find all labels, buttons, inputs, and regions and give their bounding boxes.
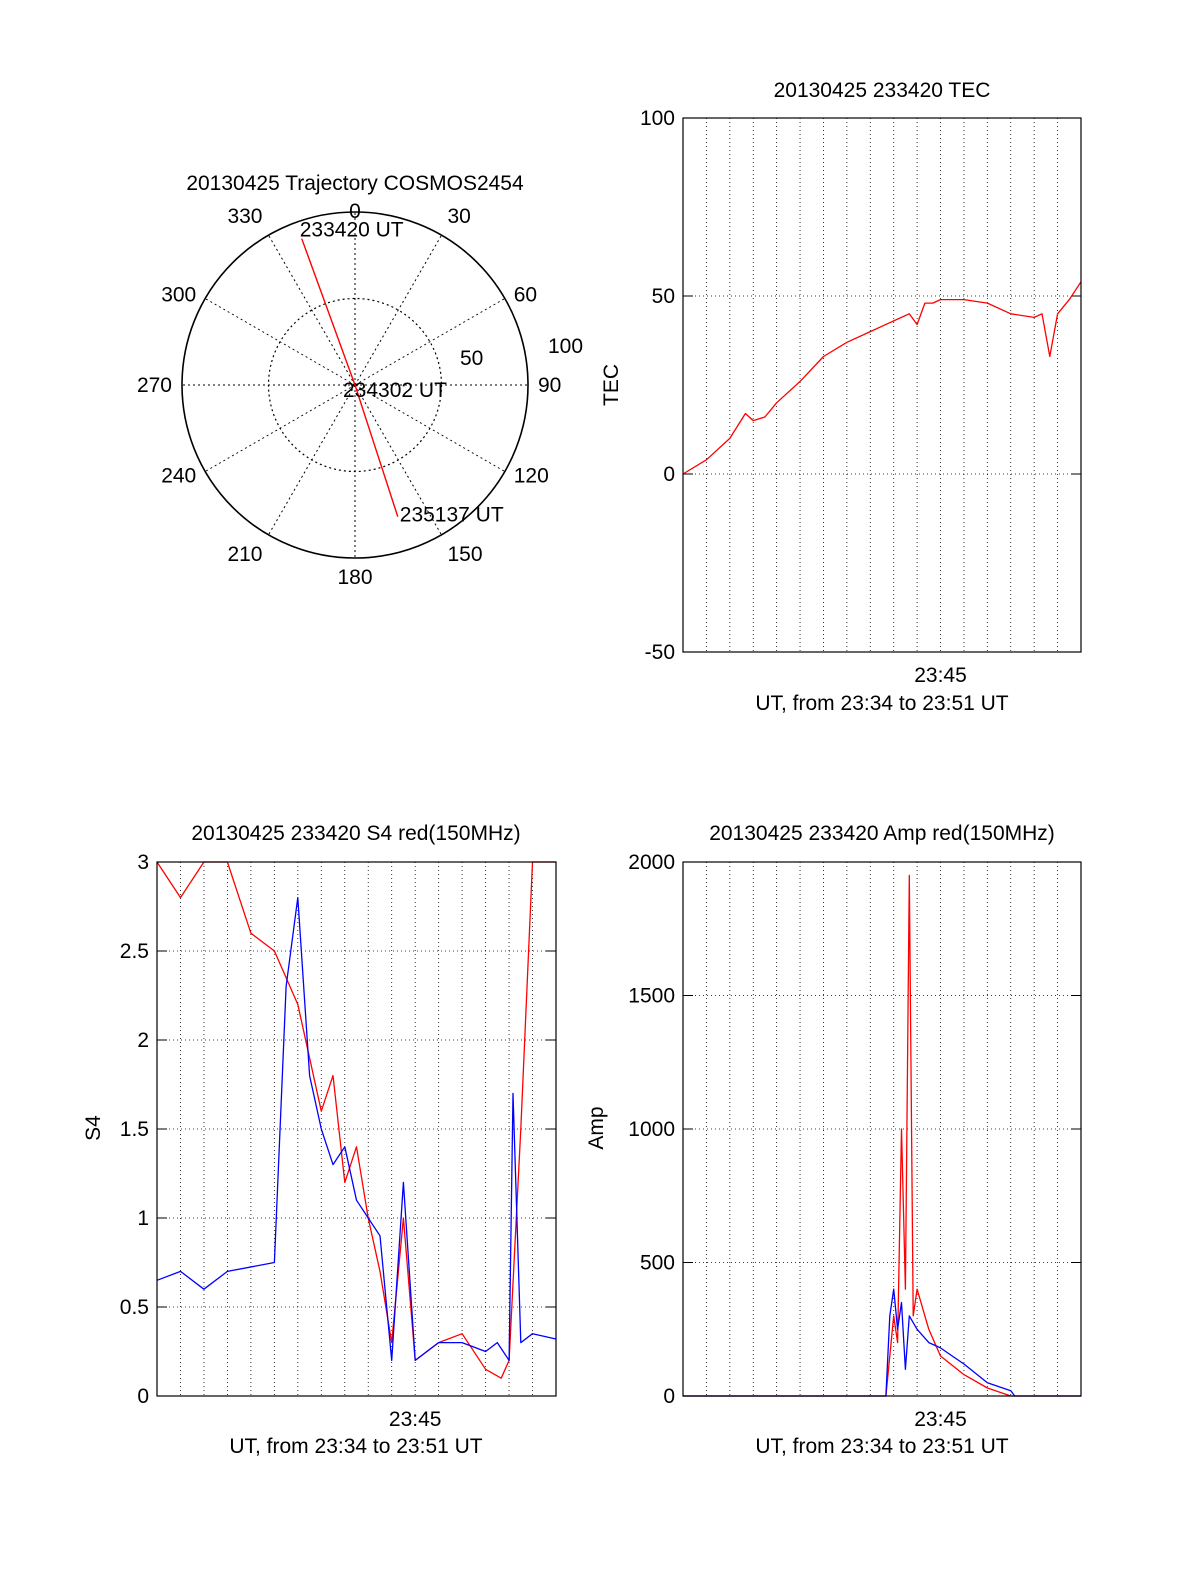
x-tick-label: 23:45	[389, 1408, 442, 1431]
s4-chart: 20130425 233420 S4 red(150MHz) S4 UT, fr…	[82, 822, 557, 1458]
y-tick-label: 1.5	[120, 1118, 149, 1141]
y-tick-label: 1	[137, 1207, 149, 1230]
series-line	[156, 861, 556, 1379]
polar-angle-label: 90	[538, 374, 561, 397]
series-line	[683, 1288, 1081, 1397]
y-tick-label: 500	[640, 1252, 675, 1275]
polar-angle-label: 330	[227, 205, 262, 228]
trajectory-time-label: 235137 UT	[400, 504, 504, 527]
series-line	[682, 281, 1082, 475]
y-tick-label: 100	[640, 107, 675, 130]
polar-angle-label: 0	[349, 200, 361, 223]
s4-xlabel: UT, from 23:34 to 23:51 UT	[229, 1435, 482, 1458]
y-tick-label: 1500	[628, 985, 675, 1008]
tec-ylabel: TEC	[600, 364, 623, 406]
polar-outer-ring	[181, 211, 529, 559]
y-tick-label: 0	[137, 1385, 149, 1408]
y-tick-label: 0	[663, 1385, 675, 1408]
plot-frame	[682, 861, 1082, 1397]
series-line	[683, 874, 1081, 1397]
amp-xlabel: UT, from 23:34 to 23:51 UT	[755, 1435, 1008, 1458]
y-tick-label: 0	[663, 463, 675, 486]
polar-angle-label: 240	[161, 465, 196, 488]
trajectory-title: 20130425 Trajectory COSMOS2454	[186, 172, 524, 195]
polar-angle-label: 120	[514, 465, 549, 488]
amp-ylabel: Amp	[585, 1106, 608, 1149]
x-tick-label: 23:45	[914, 664, 967, 687]
polar-angle-label: 270	[137, 374, 172, 397]
polar-angle-label: 30	[448, 205, 471, 228]
tec-chart: 20130425 233420 TEC TEC UT, from 23:34 t…	[600, 79, 1082, 715]
trajectory-path	[301, 238, 399, 517]
y-tick-label: 3	[137, 851, 149, 874]
trajectory-time-label: 233420 UT	[300, 219, 404, 242]
plot-frame	[682, 117, 1082, 653]
y-tick-label: 50	[652, 285, 675, 308]
s4-title: 20130425 233420 S4 red(150MHz)	[191, 822, 520, 845]
s4-ylabel: S4	[82, 1115, 105, 1141]
series-line	[156, 896, 557, 1362]
polar-ring-50	[267, 297, 443, 473]
trajectory-polar-chart: 20130425 Trajectory COSMOS2454 0 30 60 90 12…	[137, 172, 583, 589]
x-tick-label: 23:45	[914, 1408, 967, 1431]
polar-spoke	[354, 234, 442, 386]
tec-xlabel: UT, from 23:34 to 23:51 UT	[755, 692, 1008, 715]
polar-radius-label: 100	[548, 335, 583, 358]
tec-title: 20130425 233420 TEC	[774, 79, 991, 102]
y-tick-label: 1000	[628, 1118, 675, 1141]
polar-spoke	[354, 298, 506, 386]
y-tick-label: 2.5	[120, 940, 149, 963]
y-tick-label: -50	[645, 641, 675, 664]
polar-angle-label: 210	[227, 543, 262, 566]
amp-title: 20130425 233420 Amp red(150MHz)	[709, 822, 1055, 845]
polar-radius-label: 50	[460, 347, 483, 370]
amp-chart: 20130425 233420 Amp red(150MHz) Amp UT, …	[585, 822, 1082, 1458]
y-tick-label: 0.5	[120, 1296, 149, 1319]
y-tick-label: 2000	[628, 851, 675, 874]
polar-angle-label: 300	[161, 284, 196, 307]
y-tick-label: 2	[137, 1029, 149, 1052]
plot-frame	[156, 861, 557, 1397]
polar-angle-label: 150	[448, 543, 483, 566]
trajectory-time-label: 234302 UT	[343, 379, 447, 402]
polar-angle-label: 180	[337, 566, 372, 589]
polar-angle-label: 60	[514, 284, 537, 307]
